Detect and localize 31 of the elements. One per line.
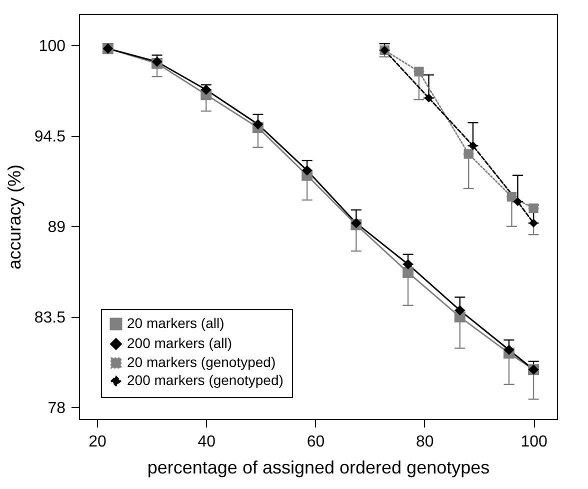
legend-label: 200 markers (all)	[127, 335, 232, 351]
y-tick-label: 78	[48, 400, 66, 417]
point	[200, 84, 212, 95]
y-tick-label: 83.5	[34, 309, 66, 326]
point	[424, 93, 434, 102]
point	[529, 218, 538, 228]
y-axis-title: accuracy (%)	[4, 164, 24, 270]
point	[464, 149, 474, 159]
x-tick-label: 60	[306, 434, 325, 450]
y-tick-label: 89	[48, 218, 66, 236]
point	[504, 344, 514, 356]
point	[302, 165, 312, 176]
x-tick-label: 100	[520, 434, 548, 450]
point	[506, 192, 517, 202]
legend-label: 200 markers (genotyped)	[127, 372, 284, 388]
point	[528, 203, 538, 214]
y-tick-label: 94.5	[34, 128, 66, 146]
legend-label: 20 markers (genotyped)	[127, 354, 276, 370]
y-tick-label: 100	[38, 38, 66, 55]
point	[402, 259, 414, 270]
point	[454, 305, 466, 316]
point	[468, 141, 478, 150]
x-tick-label: 40	[198, 434, 216, 450]
point	[414, 66, 424, 76]
point	[513, 197, 522, 206]
point	[252, 119, 264, 130]
x-tick-label: 20	[88, 434, 107, 450]
x-axis-title: percentage of assigned ordered genotypes	[147, 458, 490, 478]
point	[402, 267, 414, 278]
x-tick-label: 80	[416, 434, 434, 450]
legend-label: 20 markers (all)	[127, 315, 224, 331]
